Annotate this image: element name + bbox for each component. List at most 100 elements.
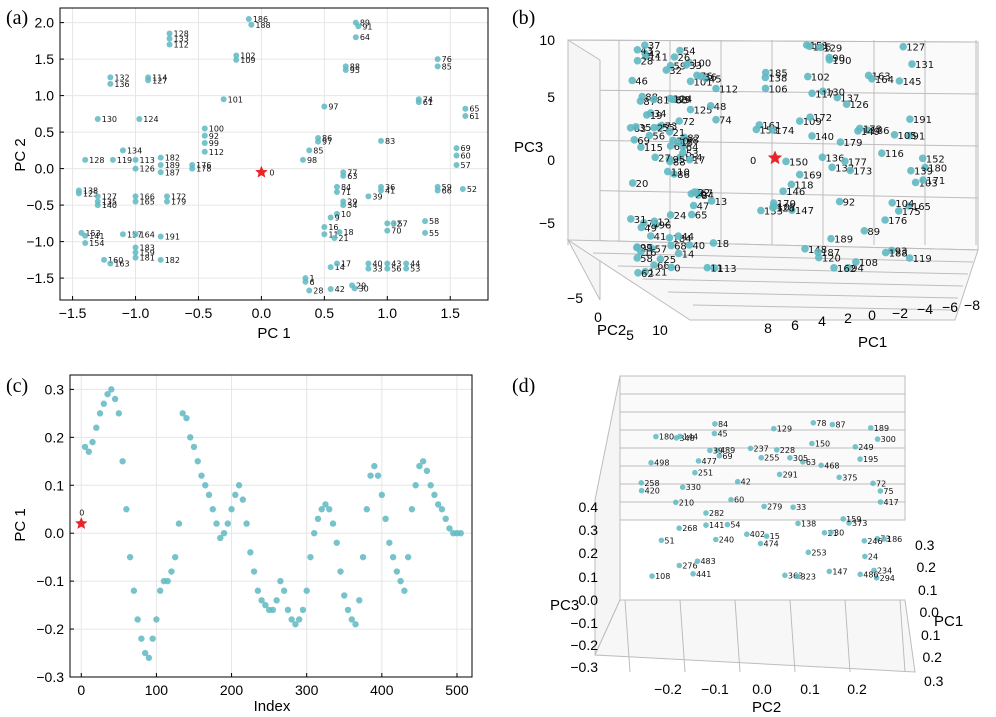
panel-d-floor-grid [844,599,851,673]
panel-d-point [782,572,788,579]
panel-c-point [386,539,393,546]
panel-a-point-label: 36 [385,183,395,192]
panel-b-point [656,255,665,263]
panel-b-point [919,176,927,184]
panel-a-point [164,193,170,200]
panel-c-point [153,616,160,623]
panel-a-point [459,186,466,193]
panel-a-origin-label: 0 [269,168,274,177]
panel-a-point [119,231,126,238]
panel-d-point-label: 54 [730,521,740,530]
panel-a-point-label: 58 [429,217,439,226]
panel-a-point-label: 1 [309,274,314,283]
panel-d-point-label: 489 [720,446,735,455]
panel-c-point [318,506,325,513]
panel-b-point-label: 170 [777,199,796,210]
panel-c-point [277,577,284,585]
panel-b-point [921,163,929,172]
panel-c-point [416,462,423,470]
panel-c-point [209,506,216,513]
panel-d-point [857,456,863,462]
panel-b-point [670,170,678,178]
panel-b-point-label: 127 [906,43,925,54]
panel-c-frame [69,374,473,678]
panel-c-point [96,410,104,417]
panel-a-point [333,260,340,267]
panel-b-point-label: 58 [640,254,653,265]
panel-a-point-label: 42 [335,285,345,294]
panel-c-point [303,587,310,594]
panel-b-point [852,258,860,266]
panel-b-point [667,263,676,272]
panel-b-point-label: 172 [813,113,832,124]
panel-b-y-tick-label: −6 [942,299,958,315]
panel-b-floor-grid [692,304,954,311]
panel-b-y-ticks: 8 6 4 2 0 −2 −4 −6 −8 [764,297,980,336]
panel-a-point [157,161,164,168]
panel-c-point [123,506,130,513]
panel-a-point-label: 92 [209,132,219,141]
panel-d-point [692,469,698,476]
panel-d-z-axis-label: PC3 [550,597,579,614]
panel-b-point [787,180,796,189]
panel-a-point [340,172,347,179]
panel-d-point [836,474,842,481]
panel-a-point [109,156,116,163]
panel-a-point [384,265,391,272]
panel-d-point-label: 63 [806,458,816,467]
panel-b-point-label: 11 [710,264,723,275]
panel-a-label: (a) [6,7,28,29]
panel-b-point-label: 90 [832,53,845,64]
panel-d-point [653,433,659,440]
panel-a-point [94,193,101,200]
panel-b-point [841,157,849,166]
panel-b-point-label: 176 [888,216,907,227]
panel-b-point-label: 27 [658,153,671,164]
panel-a-point-label: 83 [385,137,395,146]
panel-c-point [446,525,453,532]
panel-a-point [157,169,164,176]
panel-b-y-axis-label: PC1 [858,334,887,351]
panel-b-point-label: 44 [681,232,694,243]
panel-a-point-label: 153 [85,229,100,238]
panel-b-point-label: 100 [692,59,711,70]
panel-c-point [258,597,265,604]
panel-c-point [295,616,303,623]
panel-d-point [868,425,874,431]
panel-b-point-label: 132 [835,163,854,174]
panel-d-point [690,571,696,577]
panel-b-point [676,46,684,55]
panel-d-point [744,531,750,537]
panel-b-point-label: 130 [826,87,845,98]
panel-c-y-tick-label: 0.3 [45,381,65,397]
panel-b-point [637,248,645,256]
panel-b-point [687,210,696,219]
panel-c-point [329,520,337,527]
panel-b-z-axis-label: PC3 [514,139,543,156]
panel-b-point [650,261,658,269]
panel-d-points: 6972637560735478246249251373375240512792… [638,419,902,583]
panel-a-point-label: 11 [328,230,338,239]
panel-a-point-label: 181 [140,254,155,263]
panel-b-point [805,42,814,51]
panel-a-point-label: 128 [89,156,104,165]
panel-b-point-label: 129 [823,43,842,54]
panel-b-point [663,167,672,176]
panel-c-point [250,568,258,575]
panel-d-point-label: 237 [754,444,769,453]
panel-d-point-label: 279 [767,502,782,511]
panel-a-point-label: 178 [196,165,211,174]
panel-c-point [389,553,397,561]
panel-a-point-label: 69 [461,144,471,153]
panel-b-point-label: 105 [897,131,916,142]
panel-a-point-label: 18 [343,228,353,237]
panel-b-point-label: 56 [652,132,665,143]
panel-a-point-label: 114 [152,73,167,82]
panel-a-point-label: 182 [165,256,180,265]
panel-a-point [166,35,173,42]
panel-a-point [365,260,372,267]
panel-d-point [873,575,880,581]
panel-d-point-label: 108 [655,572,670,581]
panel-b-point [830,264,838,272]
panel-b-point [856,124,864,133]
